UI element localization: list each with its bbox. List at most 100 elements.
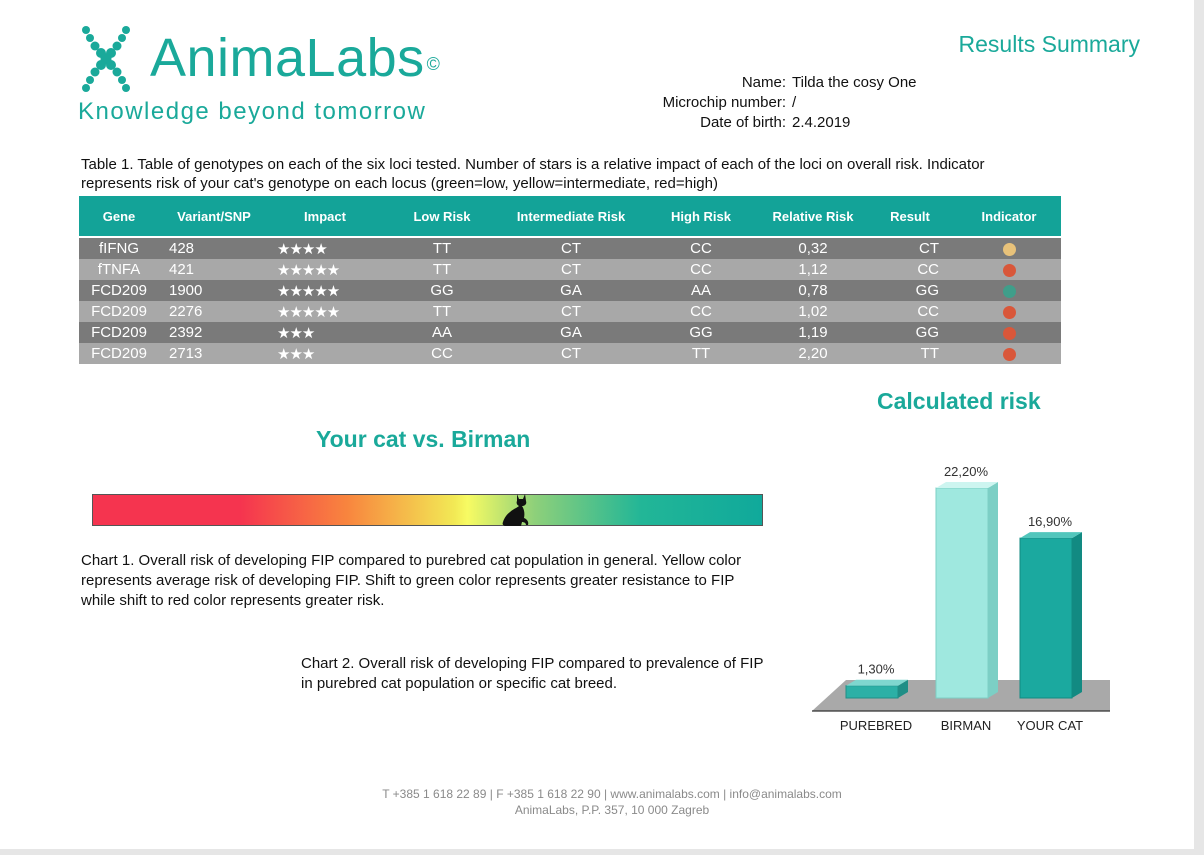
bar-side	[988, 482, 998, 698]
bar-top	[1020, 532, 1082, 539]
relative-risk-cell: 2,20	[763, 343, 863, 364]
data-label: 16,90%	[1028, 514, 1073, 529]
intermediate-risk-cell: CT	[503, 301, 639, 322]
intermediate-risk-cell: CT	[503, 259, 639, 280]
data-label: 22,20%	[944, 464, 989, 479]
indicator-cell	[957, 259, 1061, 280]
name-value: Tilda the cosy One	[792, 74, 917, 91]
low-risk-cell: CC	[381, 343, 503, 364]
indicator-dot-icon	[1002, 263, 1016, 277]
bar-top	[936, 482, 998, 488]
indicator-dot-icon	[1002, 284, 1016, 298]
chart2-caption: Chart 2. Overall risk of developing FIP …	[301, 654, 801, 694]
table-row: FCD209 2276 ★★★★★ TT CT CC 1,02 CC	[79, 301, 1061, 322]
indicator-dot-icon	[1002, 242, 1016, 256]
impact-stars: ★★★	[269, 322, 381, 343]
gene-cell: FCD209	[79, 280, 159, 301]
low-risk-cell: TT	[381, 301, 503, 322]
indicator-dot-icon	[1002, 347, 1016, 361]
variant-cell: 421	[159, 259, 269, 280]
table-row: FCD209 1900 ★★★★★ GG GA AA 0,78 GG	[79, 280, 1061, 301]
result-cell: GG	[863, 322, 957, 343]
result-cell: CC	[863, 259, 957, 280]
high-risk-cell: GG	[639, 322, 763, 343]
impact-stars: ★★★★★	[269, 301, 381, 322]
result-cell: CC	[863, 301, 957, 322]
footer-address: AnimaLabs, P.P. 357, 10 000 Zagreb	[514, 803, 710, 817]
low-risk-cell: GG	[381, 280, 503, 301]
relative-risk-cell: 1,12	[763, 259, 863, 280]
table-caption: Table 1. Table of genotypes on each of t…	[81, 155, 1041, 193]
high-risk-cell: AA	[639, 280, 763, 301]
chart1-caption-line: Chart 1. Overall risk of developing FIP …	[81, 552, 742, 569]
result-cell: GG	[863, 280, 957, 301]
microchip-value: /	[792, 94, 797, 111]
risk-gradient-bar	[92, 494, 763, 526]
calculated-risk-title: Calculated risk	[877, 388, 1041, 414]
intermediate-risk-cell: CT	[503, 343, 639, 364]
column-header: Indicator	[957, 196, 1061, 238]
table-header-row: Gene Variant/SNP Impact Low Risk Interme…	[79, 196, 1061, 238]
gene-cell: fTNFA	[79, 259, 159, 280]
impact-stars: ★★★★★	[269, 280, 381, 301]
indicator-cell	[957, 301, 1061, 322]
column-header: High Risk	[639, 196, 763, 238]
variant-cell: 2713	[159, 343, 269, 364]
impact-stars: ★★★★★	[269, 259, 381, 280]
microchip-label: Microchip number:	[662, 94, 786, 111]
indicator-cell	[957, 343, 1061, 364]
table-row: FCD209 2392 ★★★ AA GA GG 1,19 GG	[79, 322, 1061, 343]
brand-name: AnimaLabs ©	[150, 28, 441, 88]
result-cell: CT	[863, 237, 957, 259]
chart2-caption-line: in purebred cat population or specific c…	[301, 675, 618, 692]
bar-front	[935, 487, 989, 699]
relative-risk-cell: 0,78	[763, 280, 863, 301]
info-labels: Name: Microchip number: Date of birth:	[600, 73, 786, 133]
impact-stars: ★★★	[269, 343, 381, 364]
result-cell: TT	[863, 343, 957, 364]
variant-cell: 2392	[159, 322, 269, 343]
gene-cell: FCD209	[79, 301, 159, 322]
name-label: Name:	[741, 74, 786, 91]
variant-cell: 1900	[159, 280, 269, 301]
indicator-cell	[957, 237, 1061, 259]
low-risk-cell: TT	[381, 259, 503, 280]
category-label: YOUR CAT	[1017, 718, 1083, 733]
column-header: Variant/SNP	[159, 196, 269, 238]
gene-cell: FCD209	[79, 322, 159, 343]
intermediate-risk-cell: GA	[503, 280, 639, 301]
chart1-title: Your cat vs. Birman	[316, 426, 531, 452]
chart1-caption-line: while shift to red color represents grea…	[81, 592, 385, 609]
column-header: Gene	[79, 196, 159, 238]
bar-top	[846, 679, 908, 686]
results-summary-title: Results Summary	[958, 31, 1140, 57]
intermediate-risk-cell: CT	[503, 237, 639, 259]
relative-risk-cell: 1,02	[763, 301, 863, 322]
page-edge-bottom	[0, 849, 1204, 855]
intermediate-risk-cell: GA	[503, 322, 639, 343]
indicator-cell	[957, 322, 1061, 343]
bar-your-cat	[1019, 532, 1082, 699]
relative-risk-cell: 1,19	[763, 322, 863, 343]
bar-purebred	[845, 679, 908, 699]
high-risk-cell: CC	[639, 237, 763, 259]
low-risk-cell: AA	[381, 322, 503, 343]
high-risk-cell: CC	[639, 301, 763, 322]
indicator-cell	[957, 280, 1061, 301]
bar-side	[1072, 532, 1082, 698]
indicator-dot-icon	[1002, 326, 1016, 340]
footer-contact: T +385 1 618 22 89 | F +385 1 618 22 90 …	[382, 787, 842, 801]
low-risk-cell: TT	[381, 237, 503, 259]
bar-birman	[935, 482, 998, 699]
cat-silhouette-icon	[502, 494, 528, 526]
column-header: Relative Risk	[763, 196, 863, 238]
chart2-caption-line: Chart 2. Overall risk of developing FIP …	[301, 655, 764, 672]
tagline: Knowledge beyond tomorrow	[78, 98, 427, 125]
info-values: Tilda the cosy One / 2.4.2019	[792, 73, 1092, 133]
table-row: fTNFA 421 ★★★★★ TT CT CC 1,12 CC	[79, 259, 1061, 280]
gene-cell: FCD209	[79, 343, 159, 364]
indicator-dot-icon	[1002, 305, 1016, 319]
variant-cell: 428	[159, 237, 269, 259]
bar-front	[845, 685, 899, 699]
category-label: PUREBRED	[840, 718, 912, 733]
